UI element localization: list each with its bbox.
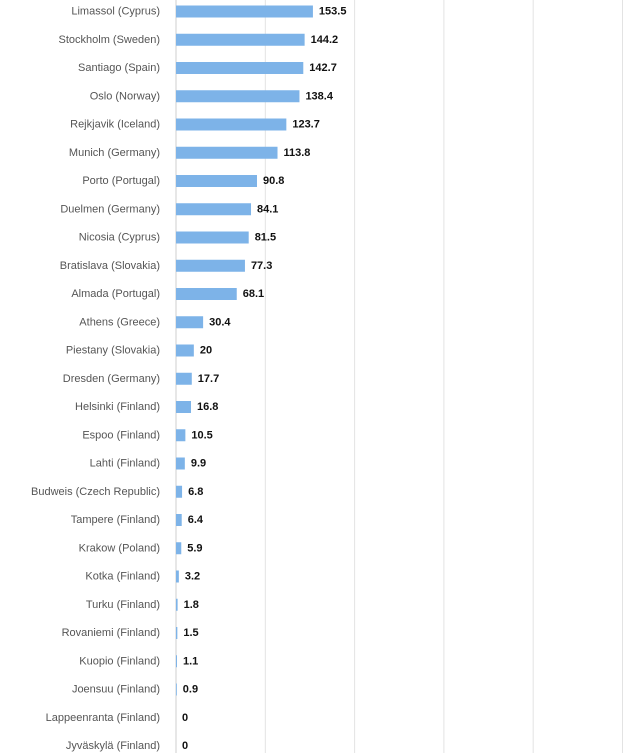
value-label: 1.8	[184, 599, 199, 611]
value-label: 0.9	[183, 684, 198, 696]
value-label: 144.2	[311, 34, 339, 46]
bar	[176, 655, 177, 668]
value-label: 20	[200, 345, 212, 357]
value-label: 1.5	[183, 627, 198, 639]
value-label: 6.8	[188, 486, 203, 498]
category-label: Munich (Germany)	[69, 147, 160, 159]
bar	[176, 683, 177, 696]
value-label: 6.4	[188, 514, 204, 526]
value-label: 16.8	[197, 401, 218, 413]
category-label: Turku (Finland)	[86, 599, 160, 611]
value-label: 68.1	[243, 288, 264, 300]
bar	[176, 62, 304, 74]
category-label: Dresden (Germany)	[63, 373, 160, 385]
value-label: 153.5	[319, 6, 347, 18]
bar	[176, 570, 179, 583]
value-label: 81.5	[255, 232, 276, 244]
category-label: Kuopio (Finland)	[79, 655, 160, 667]
category-label: Lappeenranta (Finland)	[46, 712, 160, 724]
bar	[176, 118, 287, 131]
value-label: 9.9	[191, 458, 206, 470]
bar	[176, 5, 313, 18]
category-label: Almada (Portugal)	[71, 288, 160, 300]
bar	[176, 33, 305, 46]
category-label: Kotka (Finland)	[85, 571, 160, 583]
category-label: Piestany (Slovakia)	[66, 345, 160, 357]
category-label: Athens (Greece)	[79, 316, 160, 328]
value-labels: 153.5 144.2 142.7 138.4 123.7 113.8 90.8 84.1 81…	[182, 6, 346, 753]
value-label: 1.1	[183, 655, 198, 667]
grid-lines	[175, 0, 623, 753]
value-label: 138.4	[305, 90, 333, 102]
bar	[176, 627, 178, 639]
bar	[176, 288, 237, 300]
category-label: Oslo (Norway)	[90, 90, 160, 102]
category-label: Lahti (Finland)	[90, 458, 160, 470]
value-label: 17.7	[198, 373, 219, 385]
category-label: Bratislava (Slovakia)	[60, 260, 160, 272]
category-label: Budweis (Czech Republic)	[31, 486, 160, 498]
bars	[176, 5, 313, 696]
bar	[176, 429, 186, 442]
category-label: Duelmen (Germany)	[60, 203, 160, 215]
bar	[176, 598, 178, 611]
bar	[176, 231, 249, 244]
bar	[176, 401, 191, 413]
category-labels: Limassol (Cyprus) Stockholm (Sweden) Santi…	[31, 6, 160, 753]
category-label: Joensuu (Finland)	[72, 684, 160, 696]
bar	[176, 175, 257, 187]
category-label: Rovaniemi (Finland)	[62, 627, 160, 639]
value-label: 0	[182, 740, 188, 752]
bar	[176, 372, 192, 385]
value-label: 5.9	[187, 542, 202, 554]
category-label: Krakow (Poland)	[79, 542, 160, 554]
bar	[176, 514, 182, 526]
bar	[176, 542, 182, 555]
category-label: Santiago (Spain)	[78, 62, 160, 74]
bar	[176, 90, 300, 103]
bar	[176, 146, 278, 159]
bar	[176, 457, 185, 470]
value-label: 90.8	[263, 175, 284, 187]
category-label: Stockholm (Sweden)	[59, 34, 161, 46]
value-label: 113.8	[284, 147, 311, 159]
bar	[176, 259, 245, 272]
category-label: Tampere (Finland)	[71, 514, 160, 526]
category-label: Jyväskylä (Finland)	[66, 740, 160, 752]
category-label: Nicosia (Cyprus)	[79, 232, 160, 244]
value-label: 123.7	[292, 119, 320, 131]
value-label: 0	[182, 712, 188, 724]
category-label: Helsinki (Finland)	[75, 401, 160, 413]
bar	[176, 316, 204, 329]
category-label: Limassol (Cyprus)	[71, 6, 160, 18]
value-label: 77.3	[251, 260, 272, 272]
category-label: Espoo (Finland)	[82, 429, 160, 441]
bar	[176, 485, 183, 498]
bar	[176, 344, 194, 357]
value-label: 3.2	[185, 571, 200, 583]
value-label: 142.7	[309, 62, 337, 74]
value-label: 10.5	[191, 429, 212, 441]
value-label: 84.1	[257, 203, 278, 215]
bar	[176, 203, 252, 216]
category-label: Porto (Portugal)	[82, 175, 160, 187]
value-label: 30.4	[209, 316, 231, 328]
category-label: Rejkjavik (Iceland)	[70, 119, 160, 131]
